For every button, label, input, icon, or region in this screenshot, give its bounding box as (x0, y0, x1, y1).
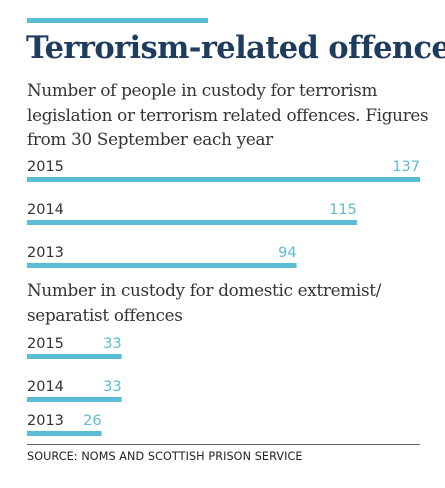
top-accent-rule (27, 18, 208, 23)
chart2-bar (27, 431, 102, 436)
chart2-bar (27, 397, 122, 402)
chart2-bar (27, 354, 122, 359)
chart1-title: Number of people in custody for terroris… (27, 80, 429, 149)
chart1-category-label: 2015 (27, 159, 64, 175)
chart1-value-label: 115 (329, 202, 357, 218)
chart1-bar (27, 220, 357, 225)
chart1-category-label: 2013 (27, 245, 64, 261)
chart1-category-label: 2014 (27, 202, 64, 218)
chart1-value-label: 137 (392, 159, 420, 175)
chart2-category-label: 2013 (27, 413, 64, 429)
chart2-value-label: 33 (103, 379, 121, 395)
chart1-bar (27, 177, 420, 182)
source-note: SOURCE: NOMS AND SCOTTISH PRISON SERVICE (27, 450, 303, 463)
chart1-value-label: 94 (278, 245, 296, 261)
chart1-bar (27, 263, 297, 268)
chart2-title: Number in custody for domestic extremist… (27, 280, 382, 325)
chart-headline: Terrorism-related offences (26, 30, 445, 66)
chart2-category-label: 2015 (27, 336, 64, 352)
chart2-value-label: 33 (103, 336, 121, 352)
chart2-category-label: 2014 (27, 379, 64, 395)
chart2-value-label: 26 (83, 413, 101, 429)
source-divider (27, 444, 420, 445)
